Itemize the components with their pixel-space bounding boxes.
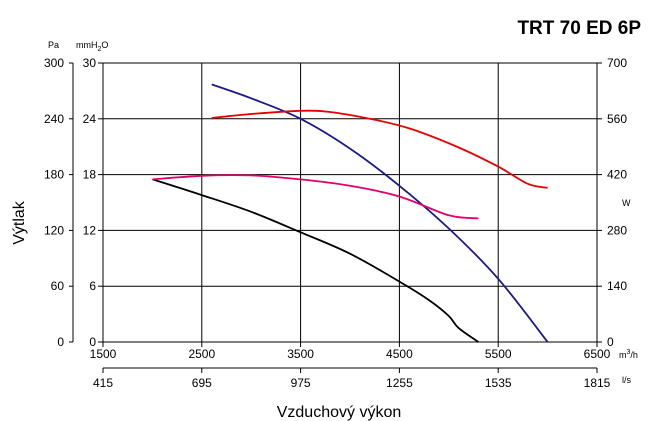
w-tick-label: 280 (607, 223, 627, 237)
m3h-tick-label: 1500 (90, 347, 117, 361)
ls-tick-label: 1815 (584, 376, 611, 390)
w-tick-label: 700 (607, 56, 627, 70)
pa-tick-label: 300 (44, 56, 64, 70)
mmh2o-unit-label: mmH2O (76, 40, 108, 53)
pa-tick-label: 0 (57, 335, 64, 349)
m3h-unit-label: m3/h (619, 349, 638, 360)
m3h-tick-label: 5500 (485, 347, 512, 361)
m3h-tick-label: 2500 (188, 347, 215, 361)
pa-unit-label: Pa (48, 40, 59, 50)
w-unit-label: W (622, 198, 631, 208)
ls-tick-label: 1535 (485, 376, 512, 390)
x-axis-label: Vzduchový výkon (277, 404, 402, 421)
m3h-tick-label: 6500 (584, 347, 611, 361)
pressure-curve-1 (152, 178, 479, 343)
w-tick-label: 140 (607, 279, 627, 293)
tick-labels: 0601201802403000612182430014028042056070… (44, 56, 627, 390)
mmh2o-tick-label: 6 (89, 279, 96, 293)
y-axis-label: Výtlak (11, 200, 28, 245)
mmh2o-tick-label: 12 (83, 223, 97, 237)
mmh2o-tick-label: 30 (83, 56, 97, 70)
mmh2o-tick-label: 0 (89, 335, 96, 349)
pa-tick-label: 60 (51, 279, 65, 293)
power-curve-2 (211, 109, 548, 189)
pa-tick-label: 180 (44, 168, 64, 182)
plot-frame (102, 62, 598, 343)
power-curve-3 (152, 174, 479, 220)
grid (102, 62, 598, 343)
ls-tick-label: 415 (93, 376, 113, 390)
pa-tick-label: 120 (44, 223, 64, 237)
w-tick-label: 560 (607, 112, 627, 126)
axes (69, 62, 602, 373)
ls-tick-label: 975 (291, 376, 311, 390)
m3h-tick-label: 4500 (386, 347, 413, 361)
mmh2o-tick-label: 24 (83, 112, 97, 126)
w-tick-label: 420 (607, 168, 627, 182)
m3h-tick-label: 3500 (287, 347, 314, 361)
pa-tick-label: 240 (44, 112, 64, 126)
ls-tick-label: 1255 (386, 376, 413, 390)
ls-unit-label: l/s (622, 375, 632, 385)
w-tick-label: 0 (607, 335, 614, 349)
series-layer (152, 83, 549, 343)
pressure-curve-0 (211, 83, 549, 343)
mmh2o-tick-label: 18 (83, 168, 97, 182)
ls-tick-label: 695 (192, 376, 212, 390)
chart-title: TRT 70 ED 6P (517, 18, 641, 39)
